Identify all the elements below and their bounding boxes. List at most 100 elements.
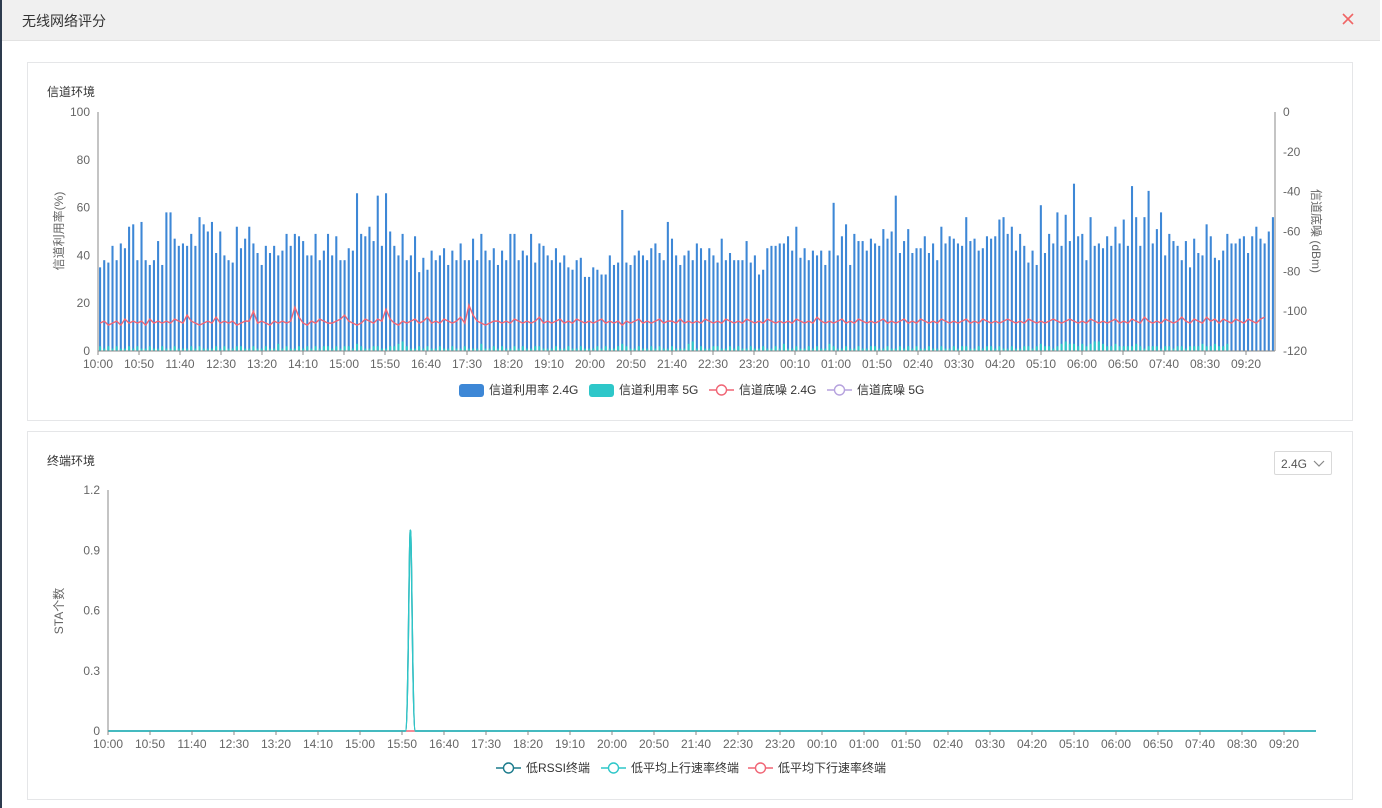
legend-item[interactable]: 低平均下行速率终端: [748, 760, 886, 775]
bar-2g4: [430, 250, 433, 351]
close-icon[interactable]: [1338, 9, 1358, 29]
bar-2g4: [596, 269, 599, 351]
bar-5g: [563, 348, 566, 351]
y2-tick-label: -120: [1283, 344, 1307, 358]
bar-2g4: [588, 276, 591, 351]
bar-2g4: [509, 233, 512, 351]
bar-2g4: [824, 264, 827, 351]
bar-5g: [782, 343, 785, 351]
bar-5g: [1064, 341, 1067, 351]
bar-5g: [472, 348, 475, 351]
bar-2g4: [264, 245, 267, 351]
bar-2g4: [277, 255, 280, 351]
legend-item[interactable]: 低平均上行速率终端: [601, 760, 739, 775]
bar-2g4: [409, 255, 412, 351]
bar-2g4: [302, 241, 305, 351]
bar-5g: [550, 348, 553, 351]
legend-label: 信道底噪 2.4G: [739, 382, 816, 397]
bar-2g4: [1205, 224, 1208, 351]
bar-2g4: [977, 250, 980, 351]
bar-5g: [762, 346, 765, 351]
bar-2g4: [1122, 219, 1125, 351]
x-tick-label: 11:40: [165, 357, 194, 371]
bar-2g4: [1143, 217, 1146, 351]
x-tick-label: 10:00: [83, 357, 113, 371]
bar-5g: [675, 348, 678, 351]
band-select[interactable]: 2.4G: [1274, 451, 1332, 475]
bar-5g: [405, 346, 408, 351]
bar-2g4: [351, 250, 354, 351]
bar-2g4: [322, 250, 325, 351]
bar-2g4: [140, 221, 143, 351]
bar-5g: [103, 348, 106, 351]
bar-5g: [480, 343, 483, 351]
legend-item[interactable]: 低RSSI终端: [496, 760, 590, 775]
bar-5g: [600, 348, 603, 351]
bar-2g4: [965, 217, 968, 351]
bar-5g: [840, 348, 843, 351]
y-tick-label: 1.2: [83, 483, 100, 497]
bar-2g4: [932, 243, 935, 351]
bar-5g: [882, 348, 885, 351]
bar-2g4: [144, 260, 147, 351]
x-tick-label: 04:20: [985, 357, 1015, 371]
legend-item[interactable]: 信道利用率 5G: [589, 382, 698, 397]
bar-2g4: [832, 202, 835, 351]
bar-5g: [791, 348, 794, 351]
bar-2g4: [306, 255, 309, 351]
bar-2g4: [136, 260, 139, 351]
bar-2g4: [820, 250, 823, 351]
x-tick-label: 07:40: [1149, 357, 1179, 371]
bar-5g: [807, 346, 810, 351]
bar-5g: [965, 346, 968, 351]
legend-item[interactable]: 信道底噪 2.4G: [709, 382, 816, 397]
bar-2g4: [641, 255, 645, 351]
bar-2g4: [484, 250, 487, 351]
bar-5g: [977, 346, 980, 351]
bar-2g4: [1230, 243, 1233, 351]
bar-5g: [799, 348, 802, 351]
bar-5g: [1027, 346, 1030, 351]
bar-5g: [944, 348, 947, 351]
bar-5g: [546, 348, 549, 351]
bar-2g4: [865, 250, 868, 351]
bar-2g4: [376, 195, 379, 351]
legend-item[interactable]: 信道底噪 5G: [827, 382, 924, 397]
x-tick-label: 15:50: [387, 737, 417, 751]
bar-5g: [401, 341, 404, 351]
bar-2g4: [625, 262, 628, 351]
y-axis-label: STA个数: [51, 588, 66, 634]
bar-5g: [583, 348, 586, 351]
x-tick-label: 06:50: [1143, 737, 1173, 751]
bar-2g4: [496, 264, 499, 351]
bar-5g: [1184, 348, 1187, 351]
bar-5g: [1130, 346, 1134, 351]
x-tick-label: 15:50: [370, 357, 400, 371]
x-tick-label: 09:20: [1269, 737, 1299, 751]
bar-5g: [1118, 346, 1121, 351]
bar-5g: [260, 348, 263, 351]
x-tick-label: 12:30: [219, 737, 249, 751]
bar-2g4: [919, 248, 922, 351]
bar-5g: [878, 348, 881, 351]
bar-5g: [372, 346, 375, 351]
bar-5g: [426, 346, 429, 351]
x-tick-label: 17:30: [452, 357, 482, 371]
bar-2g4: [1101, 248, 1105, 351]
bar-5g: [235, 346, 238, 351]
x-tick-label: 02:40: [933, 737, 963, 751]
bar-5g: [1201, 343, 1204, 351]
x-tick-label: 00:10: [807, 737, 837, 751]
legend-item[interactable]: 信道利用率 2.4G: [459, 382, 578, 397]
bar-2g4: [762, 269, 765, 351]
bar-2g4: [749, 262, 752, 351]
bar-5g: [952, 346, 955, 351]
bar-5g: [364, 348, 367, 351]
bar-5g: [1122, 346, 1125, 351]
bar-2g4: [840, 236, 843, 351]
bar-5g: [534, 346, 537, 351]
bar-5g: [132, 348, 135, 351]
bar-5g: [679, 348, 682, 351]
bar-2g4: [861, 241, 864, 351]
bar-5g: [716, 346, 719, 351]
